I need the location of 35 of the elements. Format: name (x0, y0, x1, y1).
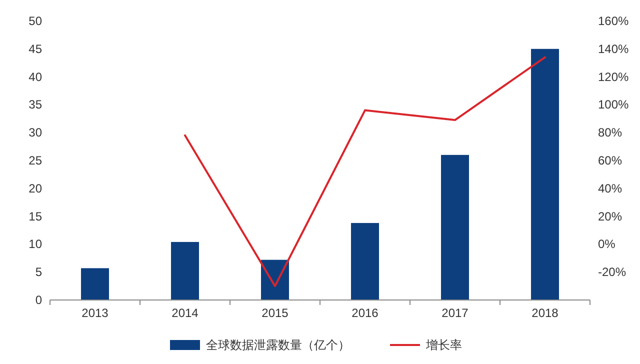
legend-label: 全球数据泄露数量（亿个） (206, 338, 350, 352)
y2-tick-label: 140% (598, 42, 630, 56)
y-tick-label: 35 (28, 98, 42, 112)
y2-tick-label: 40% (598, 181, 622, 196)
bar (441, 154, 469, 300)
y-tick-label: 20 (28, 181, 42, 196)
x-tick-label: 2014 (172, 306, 199, 320)
x-tick-label: 2013 (82, 306, 109, 320)
y-tick-label: 40 (28, 70, 42, 84)
y2-tick-label: 0% (598, 237, 616, 252)
y2-tick-label: -20% (598, 265, 626, 280)
x-tick-label: 2016 (352, 306, 379, 320)
line-series (184, 56, 546, 288)
y2-tick-label: 80% (598, 126, 622, 140)
x-tick-label: 2018 (532, 306, 559, 320)
x-tick-label: 2017 (442, 306, 469, 320)
bar (351, 222, 379, 300)
y-tick-label: 15 (28, 209, 42, 224)
y2-tick-label: 60% (598, 154, 622, 168)
y-tick-label: 0 (35, 293, 42, 307)
y-tick-label: 30 (28, 126, 42, 140)
bar (171, 242, 199, 300)
legend-label: 增长率 (425, 338, 462, 352)
y-tick-label: 50 (28, 14, 42, 28)
y2-tick-label: 20% (598, 209, 622, 224)
y-tick-label: 5 (35, 265, 42, 280)
y-tick-label: 10 (28, 237, 42, 252)
y2-tick-label: 160% (598, 14, 630, 28)
y2-tick-label: 100% (598, 98, 630, 112)
x-tick-label: 2015 (262, 306, 289, 320)
y2-tick-label: 120% (598, 70, 630, 84)
bar (531, 48, 559, 300)
bar (81, 268, 109, 300)
y-tick-label: 25 (28, 154, 42, 168)
y-tick-label: 45 (28, 42, 42, 56)
